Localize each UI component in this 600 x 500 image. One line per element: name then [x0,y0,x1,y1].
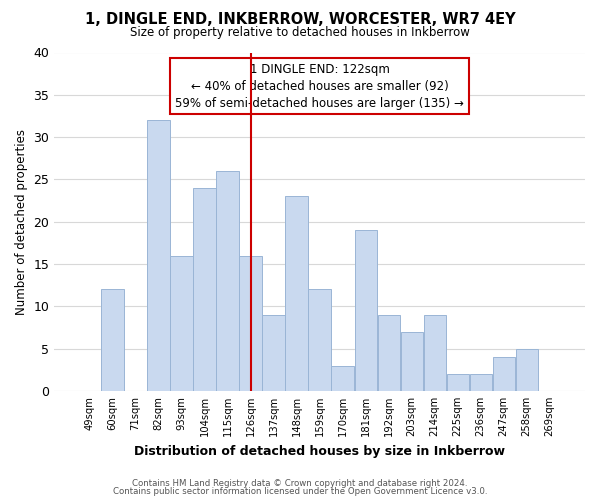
Y-axis label: Number of detached properties: Number of detached properties [15,128,28,314]
Text: 1 DINGLE END: 122sqm
← 40% of detached houses are smaller (92)
59% of semi-detac: 1 DINGLE END: 122sqm ← 40% of detached h… [175,62,464,110]
Bar [101,290,124,391]
Text: Size of property relative to detached houses in Inkberrow: Size of property relative to detached ho… [130,26,470,39]
Bar [446,374,469,391]
Bar [193,188,216,391]
Bar [493,357,515,391]
Text: 1, DINGLE END, INKBERROW, WORCESTER, WR7 4EY: 1, DINGLE END, INKBERROW, WORCESTER, WR7… [85,12,515,28]
Bar [331,366,354,391]
Bar [355,230,377,391]
Bar [424,315,446,391]
Bar [262,315,285,391]
Bar [401,332,423,391]
Text: Contains public sector information licensed under the Open Government Licence v3: Contains public sector information licen… [113,487,487,496]
Bar [377,315,400,391]
Bar [308,290,331,391]
X-axis label: Distribution of detached houses by size in Inkberrow: Distribution of detached houses by size … [134,444,505,458]
Bar [170,256,193,391]
Bar [470,374,492,391]
Bar [239,256,262,391]
Bar [217,171,239,391]
Bar [286,196,308,391]
Bar [148,120,170,391]
Text: Contains HM Land Registry data © Crown copyright and database right 2024.: Contains HM Land Registry data © Crown c… [132,478,468,488]
Bar [515,348,538,391]
